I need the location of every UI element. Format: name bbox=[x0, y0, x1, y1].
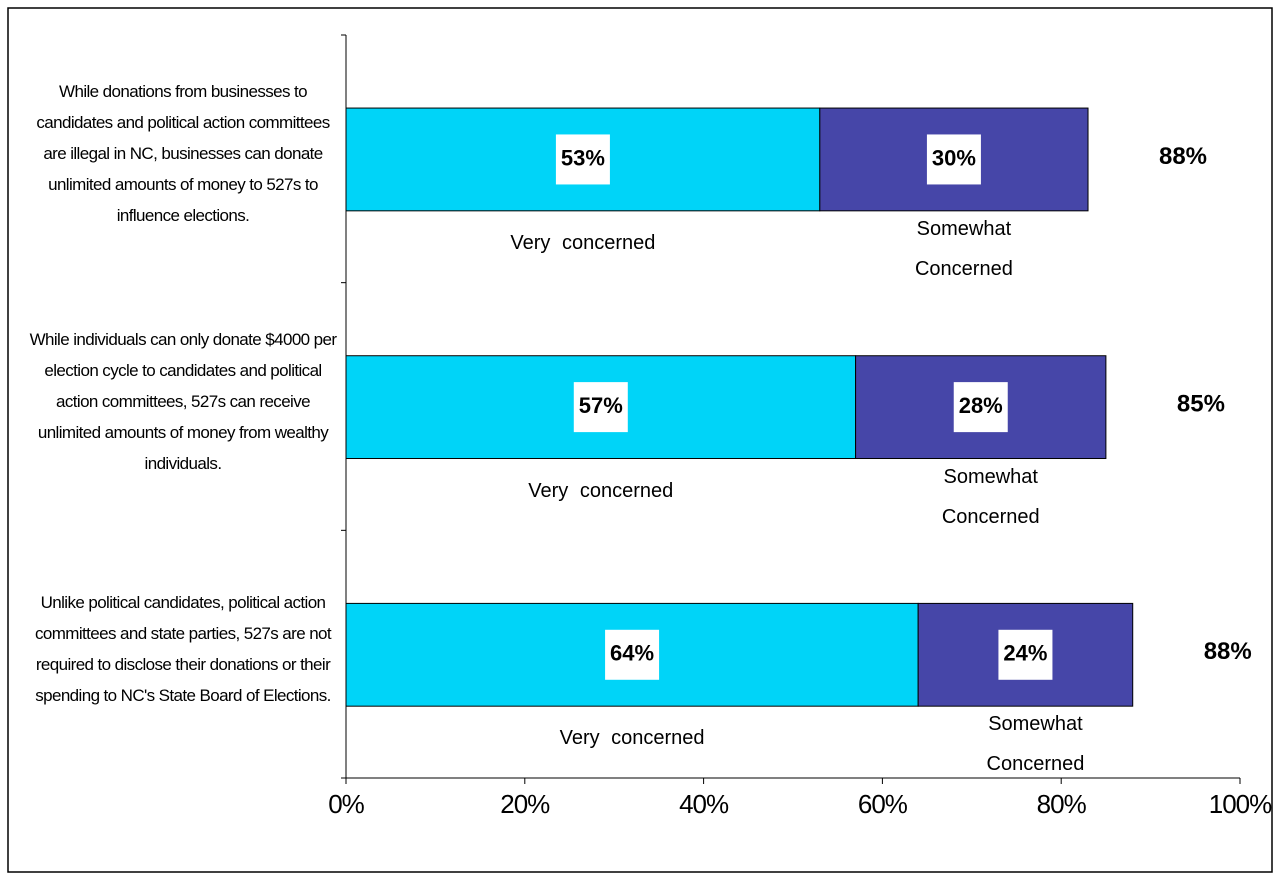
segment-name: Somewhat Concerned bbox=[914, 217, 1013, 280]
value-label-box bbox=[605, 629, 660, 680]
value-label-box bbox=[998, 629, 1053, 680]
segment-name: Very concerned bbox=[528, 479, 674, 502]
category-label: While donations from businesses to candi… bbox=[36, 82, 330, 226]
x-tick-label: 0% bbox=[328, 789, 364, 819]
value-label-box bbox=[926, 134, 981, 185]
segment-name: Very concerned bbox=[510, 231, 656, 254]
value-label: 24% bbox=[1003, 641, 1047, 666]
segment-name: Somewhat Concerned bbox=[941, 465, 1040, 528]
value-label-box bbox=[573, 382, 628, 433]
value-label: 57% bbox=[579, 393, 623, 418]
total-label: 85% bbox=[1177, 390, 1225, 417]
x-tick-label: 60% bbox=[858, 789, 908, 819]
value-label-box bbox=[555, 134, 610, 185]
x-tick-label: 80% bbox=[1037, 789, 1087, 819]
segment-name: Somewhat Concerned bbox=[986, 713, 1085, 776]
value-label: 64% bbox=[610, 641, 654, 666]
value-label: 28% bbox=[959, 393, 1003, 418]
value-label: 53% bbox=[561, 145, 605, 170]
x-tick-label: 20% bbox=[500, 789, 550, 819]
total-label: 88% bbox=[1204, 638, 1252, 665]
value-label-box bbox=[953, 382, 1008, 433]
total-label: 88% bbox=[1159, 143, 1207, 170]
category-label: While individuals can only donate $4000 … bbox=[29, 329, 337, 473]
category-label: Unlike political candidates, political a… bbox=[34, 593, 332, 706]
frame bbox=[7, 7, 1273, 873]
segment-name: Very concerned bbox=[559, 727, 705, 750]
x-tick-label: 100% bbox=[1209, 789, 1272, 819]
x-tick-label: 40% bbox=[679, 789, 729, 819]
value-label: 30% bbox=[932, 145, 976, 170]
